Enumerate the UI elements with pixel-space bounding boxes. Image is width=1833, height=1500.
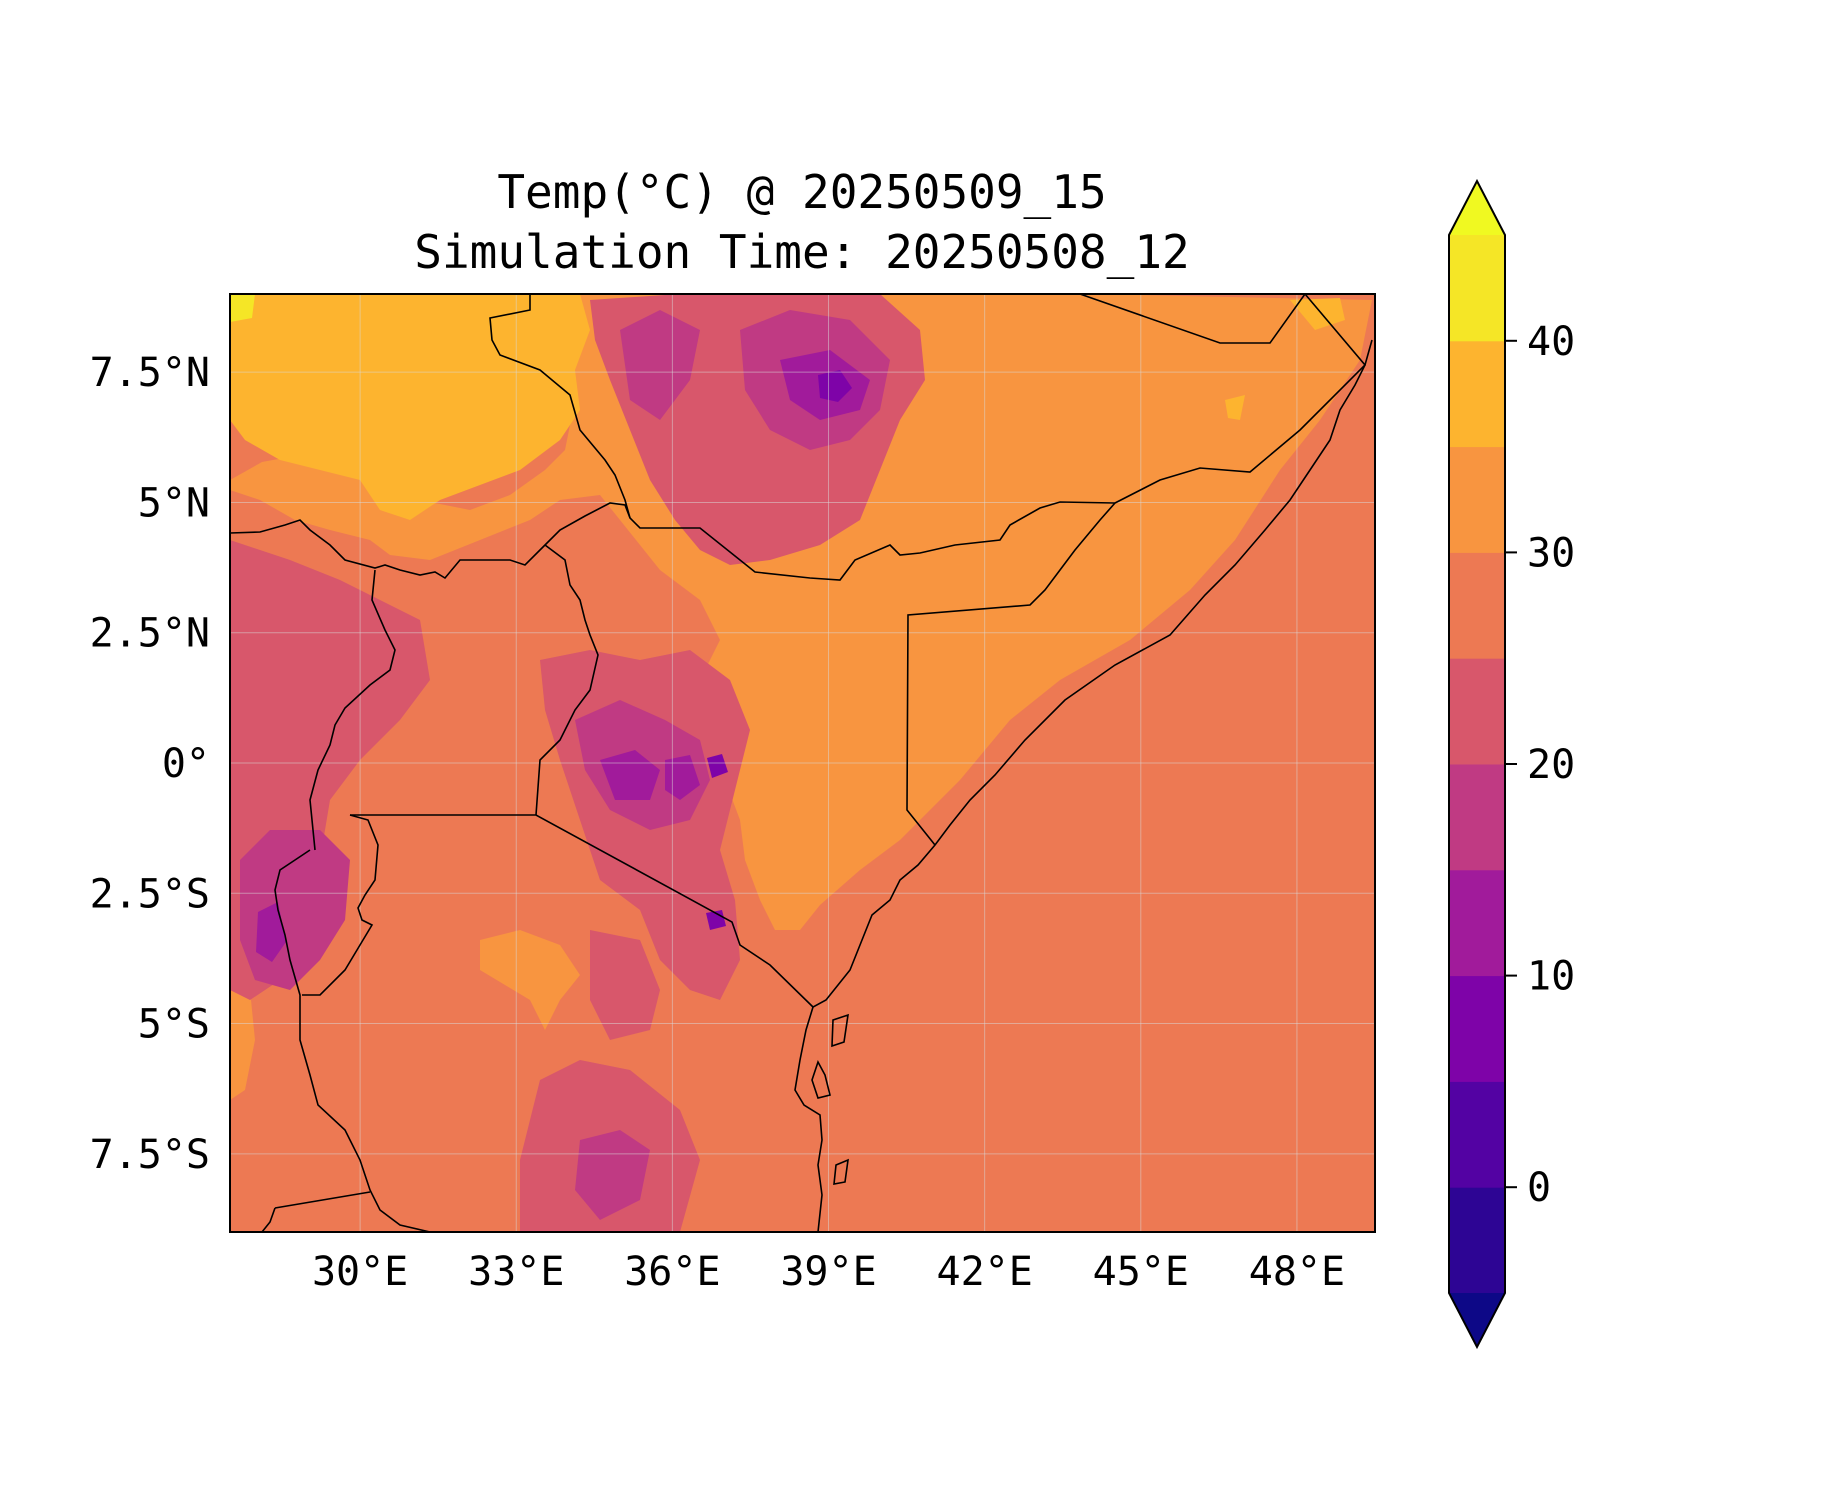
field-band-40-45-corner bbox=[230, 294, 255, 322]
border-ethiopia-somaliland bbox=[1079, 294, 1306, 344]
border-south-sudan-uganda bbox=[230, 502, 631, 580]
field-band-20-25-tz-mid bbox=[590, 930, 660, 1040]
x-tick-label: 48°E bbox=[1249, 1249, 1345, 1295]
figure-title-line2: Simulation Time: 20250508_12 bbox=[414, 225, 1189, 279]
border-zambia-drc bbox=[261, 1207, 276, 1232]
y-axis-ticks: 7.5°N 5°N 2.5°N 0° 2.5°S 5°S 7.5°S bbox=[90, 350, 210, 1178]
field-band-5-10-kenya bbox=[707, 754, 728, 778]
field-band-35-40 bbox=[230, 294, 590, 520]
x-tick-label: 45°E bbox=[1093, 1249, 1189, 1295]
x-tick-label: 30°E bbox=[312, 1249, 408, 1295]
border-drc-west bbox=[274, 849, 431, 1232]
island-mafia bbox=[811, 1059, 831, 1099]
map-panel bbox=[230, 294, 1375, 1232]
colorbar-extend-min bbox=[1449, 1293, 1505, 1347]
field-band-5-10-kili bbox=[706, 910, 726, 930]
field-band-30-35-west bbox=[230, 980, 255, 1100]
map-gridlines bbox=[230, 294, 1375, 1232]
colorbar-segment bbox=[1449, 764, 1505, 871]
x-tick-label: 42°E bbox=[936, 1249, 1032, 1295]
field-band-15-20-ethiopia-n bbox=[620, 310, 700, 420]
colorbar-tick-label: 40 bbox=[1527, 319, 1575, 365]
colorbar-segment bbox=[1449, 658, 1505, 765]
colorbar-segment bbox=[1449, 446, 1505, 553]
field-band-10-15-kenya-b bbox=[665, 755, 700, 800]
field-band-30-35-tz bbox=[480, 930, 580, 1030]
colorbar-outline bbox=[1448, 178, 1506, 1350]
colorbar-segment bbox=[1449, 1081, 1505, 1188]
y-tick-label: 0° bbox=[162, 741, 210, 787]
colorbar-segment bbox=[1449, 869, 1505, 977]
y-tick-label: 7.5°N bbox=[90, 350, 210, 396]
colorbar-segment bbox=[1449, 552, 1505, 659]
colorbar-tick-label: 10 bbox=[1527, 954, 1575, 1000]
field-band-35-40-ne bbox=[1290, 298, 1345, 330]
border-tanzania-north bbox=[350, 814, 814, 1008]
field-band-35-40-dot bbox=[1225, 395, 1245, 420]
field-band-15-20-tz bbox=[575, 1130, 650, 1220]
y-tick-label: 2.5°N bbox=[90, 611, 210, 657]
colorbar-segment bbox=[1449, 340, 1505, 448]
colorbar-tick-label: 0 bbox=[1527, 1165, 1551, 1211]
island-zanzibar bbox=[831, 1013, 849, 1048]
border-rwanda-burundi bbox=[302, 814, 379, 996]
y-tick-label: 5°S bbox=[138, 1002, 210, 1048]
x-tick-label: 36°E bbox=[624, 1249, 720, 1295]
border-kenya-ethiopia-somalia bbox=[906, 502, 1116, 846]
border-south-sudan-ethiopia bbox=[489, 294, 1116, 581]
country-borders bbox=[230, 294, 1373, 1232]
colorbar-extend-max bbox=[1449, 181, 1505, 235]
colorbar-segment bbox=[1449, 975, 1505, 1082]
x-axis-ticks: 30°E 33°E 36°E 39°E 42°E 45°E 48°E bbox=[312, 1249, 1345, 1295]
field-band-10-15-west bbox=[256, 902, 286, 962]
island-south bbox=[833, 1158, 849, 1185]
border-uganda-drc bbox=[309, 569, 396, 851]
x-tick-label: 33°E bbox=[468, 1249, 564, 1295]
colorbar: 0 10 20 30 40 bbox=[1448, 178, 1575, 1350]
coastline-east-africa bbox=[794, 339, 1373, 1232]
map-frame bbox=[229, 293, 1376, 1233]
y-tick-label: 7.5°S bbox=[90, 1132, 210, 1178]
colorbar-segment bbox=[1449, 235, 1505, 342]
x-tick-label: 39°E bbox=[780, 1249, 876, 1295]
y-tick-label: 2.5°S bbox=[90, 871, 210, 917]
field-band-30-35 bbox=[230, 294, 1372, 930]
colorbar-tick-label: 30 bbox=[1527, 530, 1575, 576]
border-uganda-kenya bbox=[535, 544, 599, 816]
colorbar-segment bbox=[1449, 1187, 1505, 1294]
field-band-5-10-ethiopia bbox=[818, 370, 852, 402]
figure-title-line1: Temp(°C) @ 20250509_15 bbox=[497, 165, 1106, 219]
y-tick-label: 5°N bbox=[138, 480, 210, 526]
border-zambia-tanzania bbox=[274, 1191, 371, 1209]
colorbar-tick-label: 20 bbox=[1527, 742, 1575, 788]
